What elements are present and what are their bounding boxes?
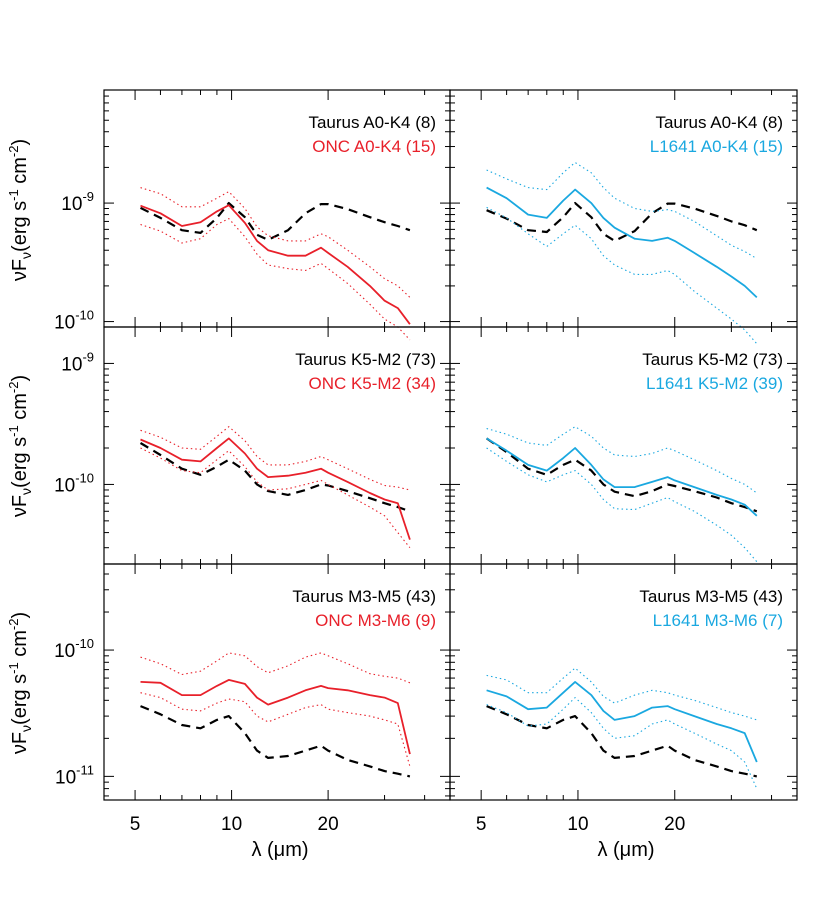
series-line-solid bbox=[140, 204, 411, 325]
y-tick-base: 10 bbox=[55, 767, 76, 788]
svg-text:νFν(erg s-1 cm-2): νFν(erg s-1 cm-2) bbox=[6, 139, 34, 281]
ylabel-unit-end: ) bbox=[9, 612, 31, 619]
ylabel-unit: (erg s bbox=[9, 674, 31, 725]
series-line-dotted bbox=[140, 187, 411, 298]
y-tick-exponent: -9 bbox=[82, 349, 94, 364]
series-line-dashed bbox=[140, 202, 411, 241]
y-tick-exponent: -10 bbox=[75, 308, 94, 323]
y-tick-base: 10 bbox=[61, 354, 82, 375]
ylabel-unit-mid: cm bbox=[9, 393, 31, 425]
legend-entry: Taurus K5-M2 (73) bbox=[295, 350, 436, 369]
y-tick-base: 10 bbox=[61, 194, 82, 215]
x-tick-label: 5 bbox=[476, 814, 487, 835]
ylabel-sub: ν bbox=[18, 252, 34, 259]
panel-frame bbox=[449, 563, 798, 801]
legend-entry: ONC K5-M2 (34) bbox=[308, 374, 436, 393]
ylabel-unit: (erg s bbox=[9, 437, 31, 488]
y-axis-label-row2: νFν(erg s-1 cm-2) bbox=[6, 375, 34, 517]
ylabel-exp1: -1 bbox=[6, 662, 21, 674]
legend-entry: ONC M3-M6 (9) bbox=[315, 611, 436, 630]
ylabel-unit-end: ) bbox=[9, 375, 31, 382]
ylabel-exp1: -1 bbox=[6, 425, 21, 437]
x-tick-label: 20 bbox=[664, 814, 685, 835]
ylabel-main: νF bbox=[9, 732, 31, 754]
y-tick-label: 10-10 bbox=[54, 470, 94, 496]
series-line-solid bbox=[486, 681, 758, 763]
y-tick-exponent: -10 bbox=[75, 470, 94, 485]
ylabel-unit-mid: cm bbox=[9, 630, 31, 662]
series-line-dashed bbox=[140, 705, 411, 778]
series-line-dotted bbox=[140, 692, 411, 767]
series-line-solid bbox=[140, 437, 411, 540]
ylabel-main: νF bbox=[9, 495, 31, 517]
y-axis-label-row1: νFν(erg s-1 cm-2) bbox=[6, 139, 34, 281]
ylabel-exp1: -1 bbox=[6, 189, 21, 201]
x-axis-label-left: λ (μm) bbox=[251, 839, 308, 861]
x-axis-label-right: λ (μm) bbox=[597, 839, 654, 861]
ylabel-unit: (erg s bbox=[9, 201, 31, 252]
y-tick-exponent: -10 bbox=[75, 636, 94, 651]
ylabel-exp2: -2 bbox=[6, 618, 21, 630]
series-line-dotted bbox=[140, 652, 411, 684]
legend-entry: L1641 M3-M6 (7) bbox=[653, 611, 783, 630]
series-line-solid bbox=[486, 186, 758, 299]
panel-middle-right: Taurus K5-M2 (73) L1641 K5-M2 (39) bbox=[449, 326, 798, 565]
legend-entry: ONC A0-K4 (15) bbox=[312, 137, 436, 156]
series-line-dotted bbox=[486, 426, 758, 494]
legend-entry: L1641 K5-M2 (39) bbox=[646, 374, 783, 393]
series-line-dotted bbox=[486, 667, 757, 721]
x-tick-label: 5 bbox=[130, 814, 141, 835]
y-tick-exponent: -9 bbox=[82, 189, 94, 204]
svg-text:νFν(erg s-1 cm-2): νFν(erg s-1 cm-2) bbox=[6, 612, 34, 754]
panel-top-right: Taurus A0-K4 (8) L1641 A0-K4 (15) bbox=[449, 89, 798, 345]
series-line-dashed bbox=[485, 437, 758, 513]
legend-entry: Taurus A0-K4 (8) bbox=[308, 113, 436, 132]
y-axis-label-row3: νFν(erg s-1 cm-2) bbox=[6, 612, 34, 754]
series-line-solid bbox=[140, 679, 411, 755]
ylabel-unit-mid: cm bbox=[9, 157, 31, 189]
series-line-dotted bbox=[140, 447, 411, 549]
y-tick-label: 10-10 bbox=[54, 636, 94, 662]
series-line-dashed bbox=[486, 202, 758, 242]
y-tick-label: 10-9 bbox=[61, 189, 94, 215]
x-tick-label: 10 bbox=[221, 814, 242, 835]
series-line-dashed bbox=[139, 442, 411, 513]
ylabel-exp2: -2 bbox=[6, 145, 21, 157]
series-line-dotted bbox=[486, 206, 758, 345]
series-line-dotted bbox=[486, 161, 758, 260]
ylabel-main: νF bbox=[9, 259, 31, 281]
y-tick-label: 10-10 bbox=[54, 308, 94, 334]
y-tick-base: 10 bbox=[54, 475, 75, 496]
y-tick-label: 10-9 bbox=[61, 349, 94, 375]
legend-entry: Taurus M3-M5 (43) bbox=[639, 587, 783, 606]
series-line-dotted bbox=[486, 697, 758, 789]
ylabel-exp2: -2 bbox=[6, 381, 21, 393]
series-line-solid bbox=[486, 437, 758, 517]
x-tick-label: 10 bbox=[567, 814, 588, 835]
ylabel-sub: ν bbox=[18, 488, 34, 495]
svg-text:νFν(erg s-1 cm-2): νFν(erg s-1 cm-2) bbox=[6, 375, 34, 517]
x-tick-label: 20 bbox=[318, 814, 339, 835]
panel-bottom-right: 5 10 20 Taurus M3-M5 (43) L1641 M3-M6 (7) bbox=[449, 563, 798, 835]
legend-entry: Taurus K5-M2 (73) bbox=[642, 350, 783, 369]
ylabel-sub: ν bbox=[18, 725, 34, 732]
series-line-dashed bbox=[486, 705, 758, 778]
y-tick-exponent: -11 bbox=[76, 762, 94, 777]
legend-entry: L1641 A0-K4 (15) bbox=[650, 137, 783, 156]
y-tick-base: 10 bbox=[54, 313, 75, 334]
legend-entry: Taurus A0-K4 (8) bbox=[655, 113, 783, 132]
series-line-dotted bbox=[140, 426, 411, 491]
y-tick-label: 10-11 bbox=[55, 762, 94, 788]
ylabel-unit-end: ) bbox=[9, 139, 31, 146]
y-tick-base: 10 bbox=[54, 641, 75, 662]
legend-entry: Taurus M3-M5 (43) bbox=[292, 587, 436, 606]
